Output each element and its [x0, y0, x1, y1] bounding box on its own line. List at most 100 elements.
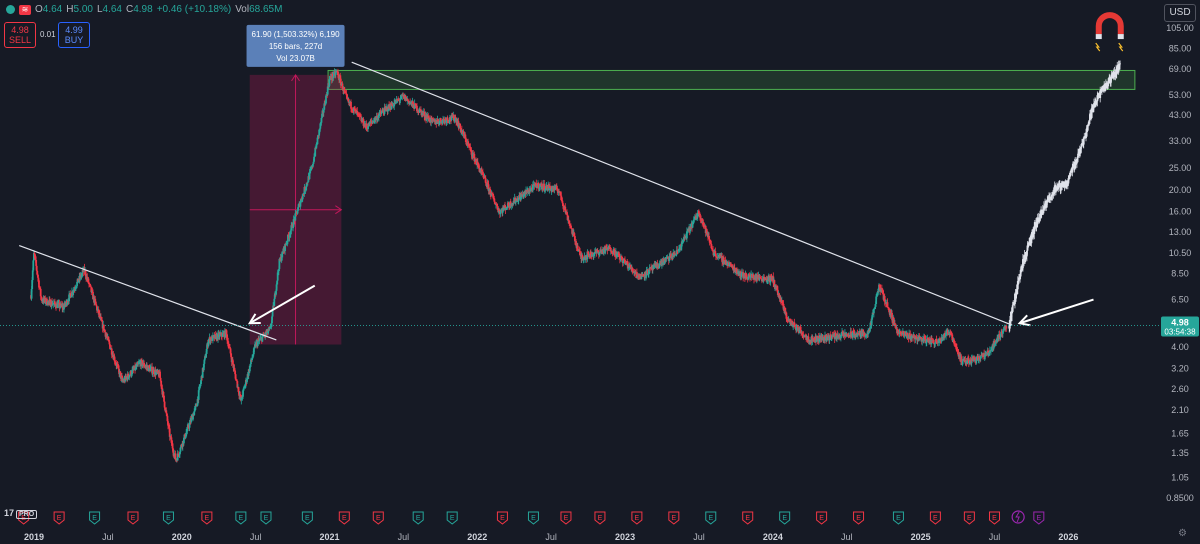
earnings-marker-icon[interactable] — [18, 511, 30, 525]
price-candle — [993, 341, 996, 346]
annotation-arrow-1[interactable] — [249, 284, 316, 325]
earnings-marker-icon[interactable] — [853, 511, 865, 525]
annotation-arrow-2[interactable] — [1019, 298, 1094, 325]
price-candle — [142, 364, 144, 367]
earnings-marker-icon[interactable] — [779, 511, 791, 525]
earnings-marker-icon[interactable] — [892, 511, 904, 525]
time-axis[interactable] — [0, 528, 1160, 544]
symbol-flag-icon[interactable]: ≋ — [19, 4, 31, 15]
price-candle — [166, 415, 169, 422]
earnings-marker-icon[interactable] — [631, 511, 643, 525]
earnings-marker-icon[interactable] — [412, 511, 424, 525]
gear-icon[interactable]: ⚙ — [1178, 528, 1187, 539]
price-candle — [174, 453, 177, 460]
price-candle — [597, 250, 600, 253]
tradingview-logo[interactable]: 17 PRO — [4, 508, 38, 519]
price-candle — [787, 320, 789, 322]
earnings-marker-icon[interactable] — [127, 511, 139, 525]
earnings-marker-icon[interactable] — [53, 511, 65, 525]
price-candle — [161, 388, 164, 395]
price-candle — [234, 370, 236, 375]
earnings-marker-icon[interactable] — [260, 511, 272, 525]
earnings-marker-icon[interactable] — [372, 511, 384, 525]
resistance-zone[interactable] — [327, 69, 1136, 90]
earnings-marker-icon[interactable] — [560, 511, 572, 525]
price-candle — [891, 313, 893, 321]
earnings-marker-icon[interactable] — [446, 511, 458, 525]
price-candle — [383, 107, 386, 114]
price-candle — [451, 115, 454, 116]
sell-button[interactable]: 4.98 SELL — [4, 22, 36, 48]
price-candle — [904, 331, 907, 336]
earnings-marker-label: E — [239, 515, 244, 522]
price-candle — [711, 248, 714, 250]
price-candle — [591, 254, 593, 257]
price-candle — [241, 396, 244, 398]
price-candle — [251, 356, 254, 359]
earnings-marker-icon[interactable] — [668, 511, 680, 525]
price-candle — [518, 195, 521, 197]
price-candle — [1000, 331, 1003, 334]
price-candle — [301, 199, 304, 201]
price-candle — [365, 123, 368, 128]
earnings-marker-icon[interactable] — [89, 511, 101, 525]
earnings-marker-icon[interactable] — [988, 511, 1000, 525]
price-candle — [359, 116, 362, 118]
price-candle — [173, 453, 176, 456]
price-candle — [572, 230, 575, 234]
earnings-marker-icon[interactable] — [1033, 511, 1045, 525]
dividend-bolt-icon[interactable] — [1011, 510, 1025, 524]
trendline-2[interactable] — [351, 61, 1013, 326]
price-candle — [574, 236, 576, 242]
projection-candle — [1021, 268, 1024, 271]
currency-selector[interactable]: USD — [1164, 4, 1196, 22]
price-candle — [297, 204, 300, 207]
trendline-1[interactable] — [19, 245, 277, 341]
price-candle — [480, 169, 483, 173]
earnings-marker-icon[interactable] — [963, 511, 975, 525]
price-candle — [863, 333, 866, 337]
price-candle — [305, 186, 308, 189]
price-candle — [619, 258, 622, 260]
price-candle — [579, 251, 581, 256]
price-candle — [878, 284, 881, 288]
projection-candle — [1019, 276, 1021, 278]
earnings-marker-icon[interactable] — [742, 511, 754, 525]
earnings-marker-icon[interactable] — [594, 511, 606, 525]
price-candle — [621, 258, 624, 264]
earnings-marker-icon[interactable] — [496, 511, 508, 525]
price-candle — [249, 364, 252, 367]
price-candle — [539, 184, 542, 187]
price-candle — [39, 287, 42, 289]
price-axis[interactable] — [1160, 0, 1200, 544]
price-candle — [72, 291, 74, 294]
price-candle — [640, 274, 643, 280]
price-candle — [100, 318, 103, 321]
price-candle — [229, 348, 232, 354]
earnings-marker-icon[interactable] — [235, 511, 247, 525]
earnings-marker-icon[interactable] — [338, 511, 350, 525]
earnings-marker-icon[interactable] — [527, 511, 539, 525]
earnings-marker-icon[interactable] — [705, 511, 717, 525]
price-candle — [352, 110, 355, 112]
price-candle — [664, 258, 667, 261]
price-tick-label: 10.50 — [1169, 248, 1192, 258]
earnings-marker-icon[interactable] — [929, 511, 941, 525]
price-candle — [399, 98, 402, 101]
price-candle — [537, 182, 540, 189]
price-candle — [470, 147, 472, 151]
price-candle — [445, 120, 448, 123]
price-candle — [811, 338, 814, 342]
price-candle — [368, 121, 371, 126]
price-candle — [448, 120, 451, 122]
measure-up-arrow-icon — [291, 73, 300, 82]
earnings-marker-icon[interactable] — [162, 511, 174, 525]
earnings-marker-icon[interactable] — [201, 511, 213, 525]
earnings-marker-icon[interactable] — [816, 511, 828, 525]
buy-button[interactable]: 4.99 BUY — [58, 22, 90, 48]
earnings-marker-icon[interactable] — [301, 511, 313, 525]
price-candle — [520, 194, 522, 200]
price-candle — [289, 230, 292, 235]
price-candle — [854, 333, 857, 336]
